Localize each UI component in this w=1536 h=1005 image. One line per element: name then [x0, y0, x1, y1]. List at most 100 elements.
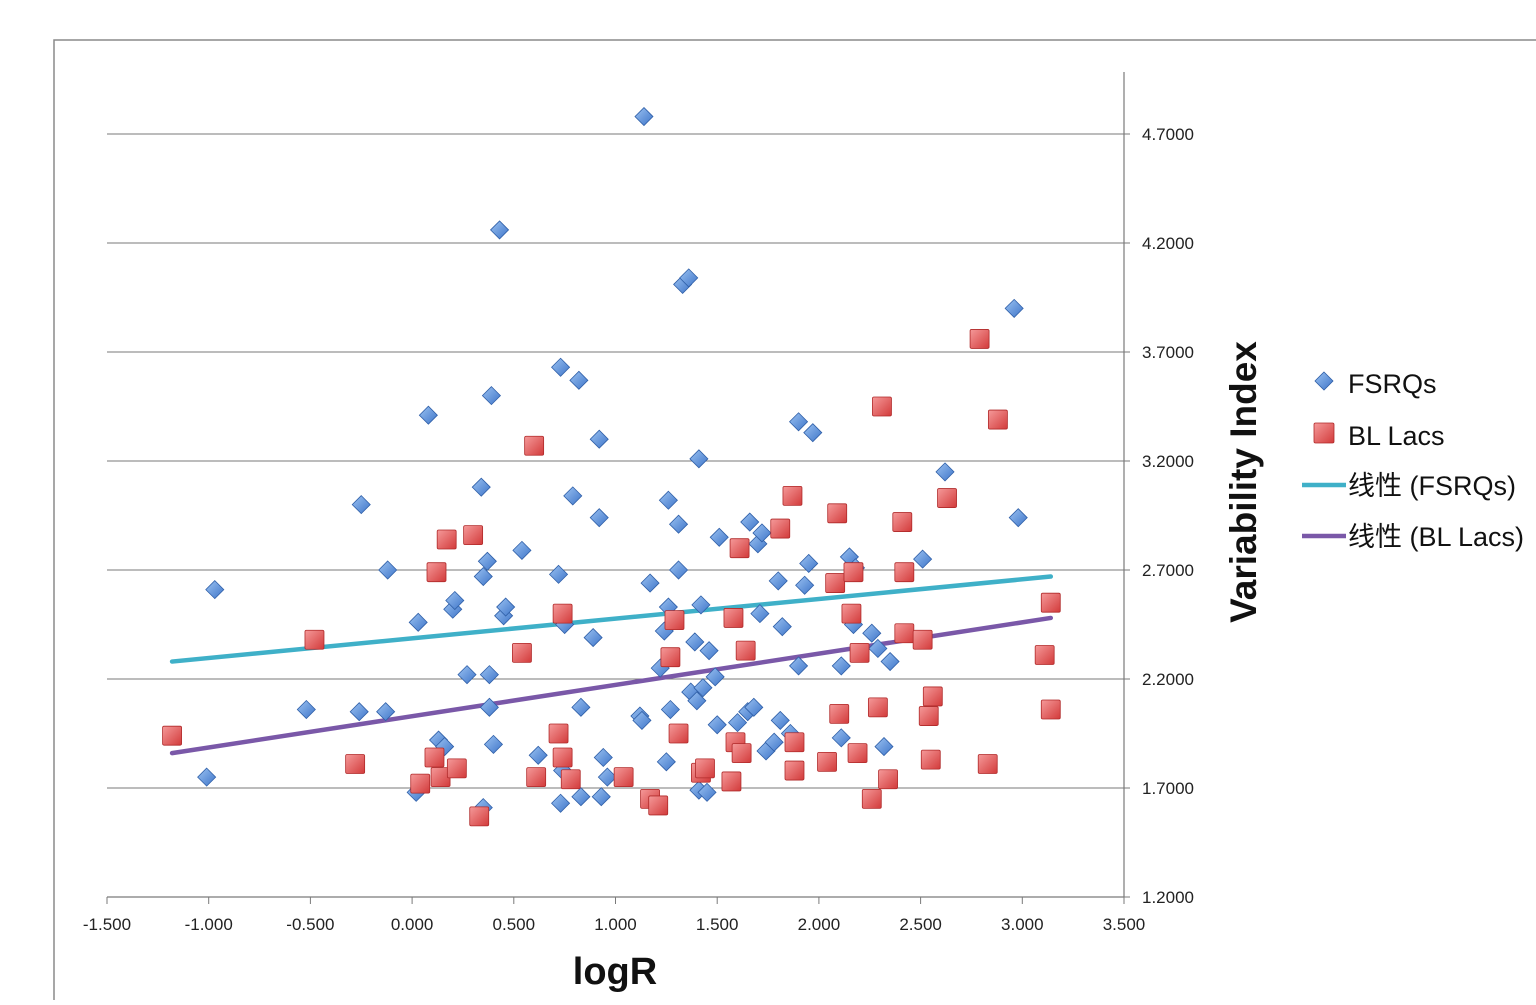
fsrq-point — [1008, 508, 1028, 528]
fsrq-point — [591, 787, 611, 807]
fsrq-point — [296, 699, 316, 720]
bllac-point — [987, 409, 1008, 430]
bllac-point — [892, 512, 913, 532]
bllac-point — [660, 647, 681, 668]
fsrq-point — [496, 597, 516, 617]
bllac-point — [526, 767, 547, 787]
x-tick-label: -0.500 — [286, 915, 334, 934]
y-tick-label: 2.7000 — [1142, 561, 1194, 580]
bllac-point — [977, 754, 998, 774]
y-axis-title: Variability Index — [1223, 341, 1264, 623]
bllac-point — [817, 751, 837, 772]
bllac-point — [843, 562, 864, 583]
y-tick-label: 1.2000 — [1142, 888, 1194, 907]
fsrq-point — [768, 571, 788, 591]
fsrq-point — [589, 508, 609, 528]
bllac-point — [849, 642, 870, 663]
fsrq-point — [788, 656, 809, 676]
x-tick-label: -1.000 — [185, 915, 233, 934]
fsrq-point — [408, 612, 428, 632]
bllac-point — [912, 629, 933, 650]
bllac-point — [552, 603, 573, 624]
fsrq-point — [457, 665, 477, 685]
fsrq-point — [697, 782, 717, 802]
bllac-point — [867, 697, 888, 718]
bllac-point — [894, 623, 915, 644]
fsrq-point — [935, 462, 955, 482]
fsrq-point — [528, 745, 548, 765]
fsrq-point — [764, 732, 784, 752]
x-tick-label: 2.500 — [899, 915, 942, 934]
fsrq-point — [660, 699, 680, 720]
fsrq-point — [489, 220, 510, 240]
fsrq-point — [479, 665, 499, 685]
y-tick-labels: 1.2000 1.7000 2.2000 2.7000 3.2000 3.7000 4.20… — [1142, 125, 1194, 907]
x-tick-label: 1.500 — [696, 915, 739, 934]
fsrq-point — [770, 710, 790, 730]
bllac-point — [512, 642, 532, 663]
bllac-point — [613, 767, 634, 787]
bllac-point — [410, 773, 431, 794]
fsrq-point — [551, 357, 571, 377]
fsrq-point — [571, 787, 591, 807]
fsrq-point — [685, 632, 705, 652]
x-tick-label: 3.500 — [1103, 915, 1146, 934]
fsrq-point — [589, 429, 609, 449]
bllac-point — [825, 573, 846, 593]
fsrq-point — [597, 767, 617, 787]
fsrq-point — [799, 553, 819, 574]
fsrq-point — [571, 697, 591, 717]
fsrq-point — [477, 551, 497, 571]
y-tick-label: 1.7000 — [1142, 779, 1194, 798]
fsrq-point — [658, 490, 678, 510]
fsrq-point — [479, 697, 499, 717]
y-tick-label: 4.7000 — [1142, 125, 1194, 144]
legend-bllac-marker — [1313, 422, 1335, 444]
fsrq-point — [656, 752, 676, 772]
bllac-point — [463, 525, 484, 546]
fsrq-point — [689, 449, 709, 469]
fsrq-point — [772, 617, 792, 637]
data-points — [162, 106, 1061, 827]
fsrq-point — [551, 793, 571, 813]
fsrq-point — [668, 560, 689, 580]
fsrq-point — [583, 628, 603, 648]
x-tick-label: 0.000 — [391, 915, 434, 934]
fsrq-point — [727, 713, 748, 733]
fsrq-point — [707, 715, 727, 735]
bllac-point — [1040, 699, 1061, 720]
bllac-point — [784, 760, 805, 781]
bllac-point — [918, 706, 939, 726]
bllac-point — [872, 396, 892, 417]
x-tick-label: 1.000 — [594, 915, 637, 934]
bllac-point — [446, 758, 467, 779]
bllac-point — [922, 686, 943, 707]
bllac-point — [735, 640, 756, 661]
x-tick-label: 3.000 — [1001, 915, 1044, 934]
bllac-point — [668, 723, 689, 744]
fsrq-point — [593, 747, 613, 768]
fsrq-point — [750, 604, 770, 624]
bllac-point — [426, 562, 447, 583]
y-tick-label: 3.2000 — [1142, 452, 1194, 471]
y-tick-label: 4.2000 — [1142, 234, 1194, 253]
legend-fsrq-marker — [1314, 371, 1334, 391]
fsrq-point — [803, 423, 823, 443]
fsrq-point — [205, 580, 225, 600]
x-tick-labels: -1.500 -1.000 -0.500 0.000 0.500 1.000 1.500 2.… — [83, 915, 1145, 934]
bllac-point — [784, 732, 805, 753]
bllac-point — [552, 747, 573, 768]
bllac-point — [162, 725, 182, 746]
fsrq-point — [378, 560, 398, 580]
fsrq-point — [687, 691, 707, 711]
bllac-point — [969, 329, 990, 349]
bllac-point — [920, 749, 941, 770]
fsrq-point — [512, 540, 532, 560]
fsrq-point — [640, 573, 660, 593]
fsrq-point — [744, 697, 764, 717]
y-tick-label: 3.7000 — [1142, 343, 1194, 362]
fsrq-point — [634, 106, 654, 127]
fsrq-point — [197, 767, 217, 787]
